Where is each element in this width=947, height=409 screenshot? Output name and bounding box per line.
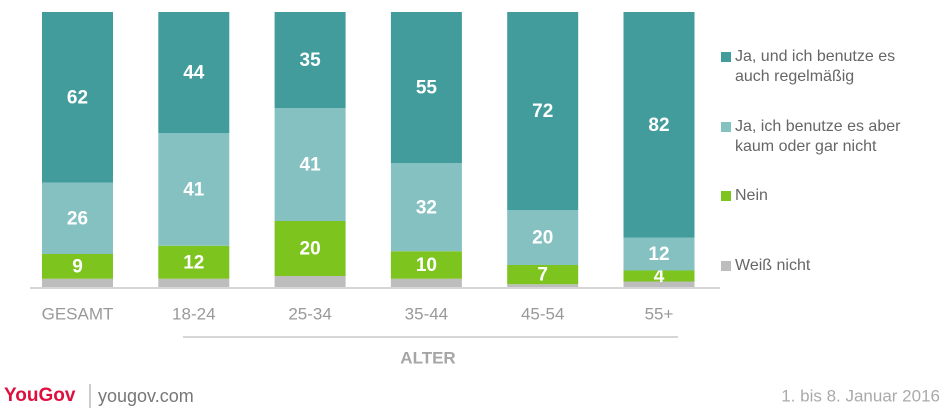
data-label: 35 xyxy=(300,50,322,71)
bar-segment xyxy=(42,254,113,279)
data-label: 72 xyxy=(532,101,553,122)
data-label: 10 xyxy=(416,255,437,276)
date: 1. bis 8. Januar 2016 xyxy=(781,386,940,405)
bar-segment xyxy=(158,245,230,279)
data-label: 7 xyxy=(537,265,548,286)
data-label: 41 xyxy=(183,179,205,200)
x-tick-label: 35-44 xyxy=(405,304,448,323)
data-label: 4 xyxy=(654,266,665,287)
legend-label: Weiß nicht xyxy=(735,257,811,274)
bar-segment xyxy=(390,278,462,287)
data-label: 12 xyxy=(183,252,204,273)
bar-segment xyxy=(623,12,695,238)
bar-segment xyxy=(158,278,230,287)
bar-segment xyxy=(42,182,113,254)
legend-swatch xyxy=(721,261,731,271)
bar-segment xyxy=(390,251,462,279)
brand-logo: YouGov xyxy=(4,385,76,406)
data-label: 20 xyxy=(532,228,553,249)
legend-swatch xyxy=(721,191,731,201)
bar-segment xyxy=(623,281,695,287)
data-label: 32 xyxy=(416,197,437,218)
bar-segment xyxy=(390,12,462,164)
bar-segment xyxy=(158,133,230,246)
legend-swatch xyxy=(721,122,731,132)
x-tick-label: GESAMT xyxy=(42,304,114,323)
data-label: 20 xyxy=(300,239,321,260)
x-tick-label: 55+ xyxy=(645,304,674,323)
data-label: 62 xyxy=(67,87,88,108)
bar-segment xyxy=(274,12,346,109)
bar-segment xyxy=(42,278,113,287)
x-axis-title: ALTER xyxy=(400,348,455,367)
bar-segment xyxy=(507,265,579,285)
data-label: 44 xyxy=(183,63,205,84)
legend-label: Nein xyxy=(735,187,768,204)
bar-segment xyxy=(507,12,579,210)
data-label: 12 xyxy=(648,244,669,265)
bar-segment xyxy=(274,276,346,287)
data-label: 9 xyxy=(72,256,83,277)
data-label: 82 xyxy=(648,115,669,136)
x-tick-label: 25-34 xyxy=(288,304,331,323)
data-label: 41 xyxy=(300,155,322,176)
legend-label: Ja, und ich benutze es auch regelmäßig xyxy=(735,48,895,85)
bar-segment xyxy=(507,210,579,265)
bar-segment xyxy=(623,270,695,282)
bar-segment xyxy=(623,237,695,271)
bar-segment xyxy=(274,108,346,221)
bar-segment xyxy=(507,284,579,287)
bar-segment xyxy=(274,221,346,276)
x-tick-label: 45-54 xyxy=(521,304,564,323)
data-label: 55 xyxy=(416,78,438,99)
bar-segment xyxy=(42,12,113,183)
x-tick-label: 18-24 xyxy=(172,304,215,323)
bar-segment xyxy=(158,12,230,133)
data-label: 26 xyxy=(67,208,88,229)
legend-swatch xyxy=(721,52,731,62)
bar-segment xyxy=(390,163,462,252)
site: yougov.com xyxy=(98,386,194,406)
legend-label: Ja, ich benutze es aber kaum oder gar nic… xyxy=(735,118,901,155)
